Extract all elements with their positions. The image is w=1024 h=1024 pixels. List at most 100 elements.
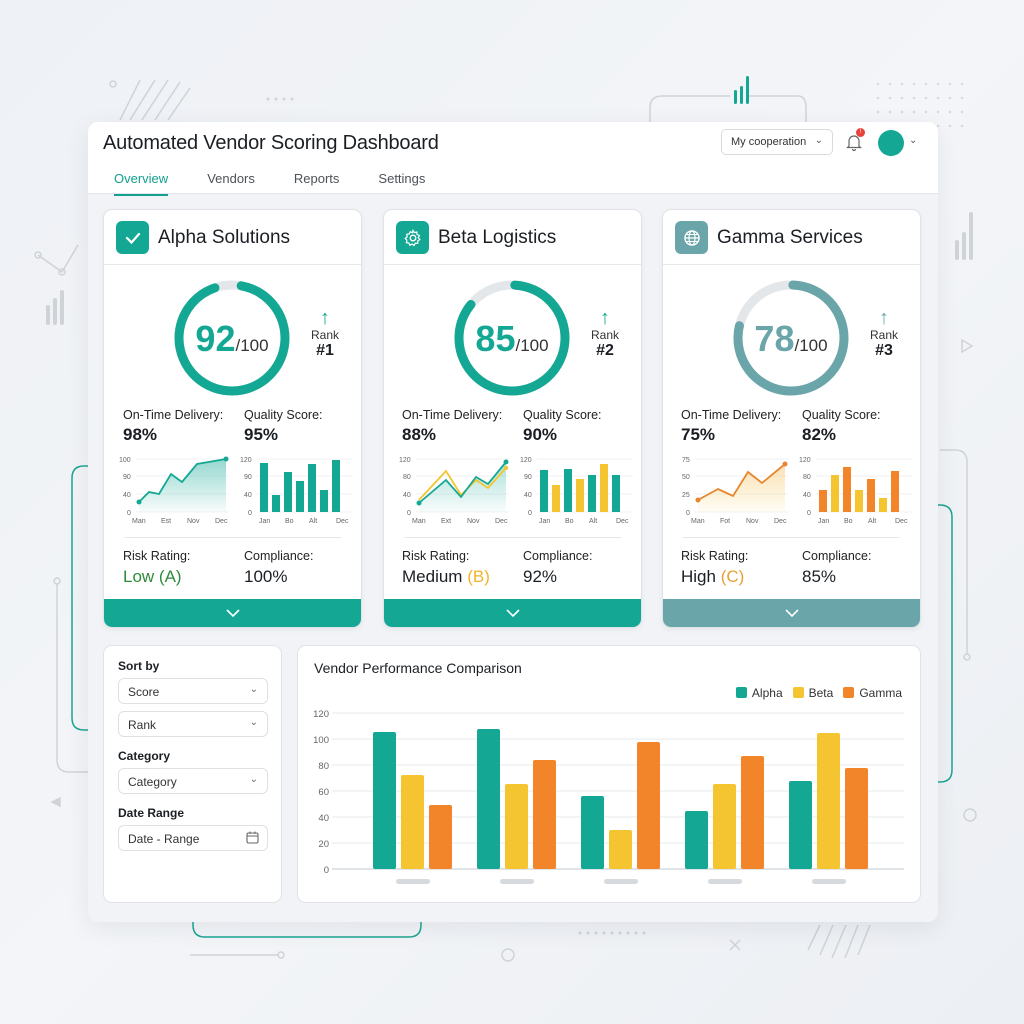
svg-text:Man: Man bbox=[132, 518, 146, 525]
rank-label: Rank bbox=[869, 328, 898, 342]
svg-text:Bo: Bo bbox=[565, 518, 574, 525]
expand-card-button[interactable] bbox=[384, 599, 641, 627]
quality-bar-chart: 120 90 40 0 Jan Bo Alt Dec bbox=[520, 457, 633, 525]
vendor-name: Alpha Solutions bbox=[158, 227, 291, 248]
user-avatar[interactable] bbox=[878, 130, 904, 156]
rank-indicator: ↑ Rank #3 bbox=[861, 308, 907, 360]
svg-text:Man: Man bbox=[412, 518, 426, 525]
divider bbox=[124, 537, 341, 538]
divider bbox=[404, 537, 621, 538]
sort-by-label: Sort by bbox=[118, 659, 160, 673]
on-time-value: 75% bbox=[681, 425, 716, 444]
category-value: Category bbox=[128, 775, 177, 789]
rank-label: Rank bbox=[310, 328, 339, 342]
date-range-value: Date - Range bbox=[128, 832, 200, 846]
avatar-chevron-down-icon[interactable]: ⌄ bbox=[909, 135, 918, 146]
risk-value: High (C) bbox=[681, 567, 744, 587]
legend-item-alpha: Alpha bbox=[735, 686, 783, 700]
svg-text:Alt: Alt bbox=[589, 518, 597, 525]
svg-text:120: 120 bbox=[240, 457, 252, 464]
svg-text:0: 0 bbox=[324, 865, 329, 876]
quality-value: 90% bbox=[523, 425, 558, 444]
bell-icon[interactable] bbox=[845, 132, 863, 152]
arrow-up-icon: ↑ bbox=[320, 307, 330, 329]
svg-text:40: 40 bbox=[803, 492, 811, 499]
date-range-input[interactable]: Date - Range bbox=[118, 825, 268, 851]
chevron-down-icon: ⌄ bbox=[249, 774, 258, 785]
vendor-card-beta: Beta Logistics 85/100 ↑ Rank #2 On-Time … bbox=[383, 209, 642, 628]
risk-value: Medium (B) bbox=[402, 567, 490, 587]
sort-secondary-select[interactable]: Rank ⌄ bbox=[118, 711, 268, 737]
svg-text:Est: Est bbox=[161, 518, 171, 525]
risk-grade: (A) bbox=[158, 567, 182, 586]
top-bar: Automated Vendor Scoring Dashboard My co… bbox=[88, 122, 938, 196]
svg-text:0: 0 bbox=[807, 510, 811, 517]
organization-selector[interactable]: My cooperation ⌄ bbox=[721, 129, 833, 155]
compliance-label: Compliance: bbox=[523, 549, 593, 563]
app-title: Automated Vendor Scoring Dashboard bbox=[103, 132, 439, 154]
tab-overview[interactable]: Overview bbox=[114, 164, 169, 196]
quality-bar-chart: 120 90 40 0 Jan Bo Alt Dec bbox=[240, 457, 353, 525]
svg-text:Dec: Dec bbox=[495, 518, 508, 525]
sort-primary-select[interactable]: Score ⌄ bbox=[118, 678, 268, 704]
svg-text:25: 25 bbox=[682, 492, 690, 499]
svg-text:Jan: Jan bbox=[539, 518, 550, 525]
expand-card-button[interactable] bbox=[104, 599, 361, 627]
risk-grade: (B) bbox=[467, 567, 490, 586]
on-time-label: On-Time Delivery: bbox=[681, 408, 782, 422]
svg-text:Dec: Dec bbox=[895, 518, 908, 525]
svg-text:Dec: Dec bbox=[774, 518, 787, 525]
quality-label: Quality Score: bbox=[802, 408, 881, 422]
rank-indicator: ↑ Rank #1 bbox=[302, 308, 348, 360]
on-time-value: 98% bbox=[123, 425, 158, 444]
vendor-card-gamma: Gamma Services 78/100 ↑ Rank #3 On-Time … bbox=[662, 209, 921, 628]
calendar-icon[interactable] bbox=[246, 831, 259, 844]
svg-text:Man: Man bbox=[691, 518, 705, 525]
rank-value: #1 bbox=[316, 342, 334, 359]
organization-selector-label: My cooperation bbox=[731, 136, 807, 148]
svg-text:80: 80 bbox=[403, 474, 411, 481]
risk-label: Risk Rating: bbox=[681, 549, 749, 563]
quality-label: Quality Score: bbox=[523, 408, 602, 422]
svg-text:120: 120 bbox=[520, 457, 532, 464]
vendor-card-header: Beta Logistics bbox=[384, 210, 641, 265]
svg-text:40: 40 bbox=[524, 492, 532, 499]
svg-text:40: 40 bbox=[123, 492, 131, 499]
tab-settings[interactable]: Settings bbox=[378, 171, 426, 186]
rank-indicator: ↑ Rank #2 bbox=[582, 308, 628, 360]
svg-text:90: 90 bbox=[524, 474, 532, 481]
svg-text:60: 60 bbox=[318, 787, 329, 798]
expand-card-button[interactable] bbox=[663, 599, 920, 627]
filter-panel: Sort by Score ⌄ Rank ⌄ Category Category ⌄ … bbox=[103, 645, 282, 903]
legend-label: Gamma bbox=[859, 686, 902, 700]
svg-text:50: 50 bbox=[682, 474, 690, 481]
svg-text:Bo: Bo bbox=[285, 518, 294, 525]
rank-value: #2 bbox=[596, 342, 614, 359]
vendor-score: 92/100 bbox=[172, 318, 292, 360]
tab-vendors[interactable]: Vendors bbox=[207, 171, 255, 186]
grouped-bar-chart: 120 100 80 60 40 20 0 bbox=[313, 709, 904, 884]
tab-reports[interactable]: Reports bbox=[293, 171, 340, 186]
risk-value: Low (A) bbox=[123, 567, 182, 587]
legend-label: Beta bbox=[808, 686, 834, 700]
chevron-down-icon: ⌄ bbox=[249, 684, 258, 695]
score-max: /100 bbox=[515, 336, 549, 355]
on-time-label: On-Time Delivery: bbox=[402, 408, 503, 422]
risk-grade: (C) bbox=[720, 567, 745, 586]
svg-text:80: 80 bbox=[318, 761, 329, 772]
quality-value: 82% bbox=[802, 425, 837, 444]
svg-text:Nov: Nov bbox=[187, 518, 200, 525]
score-max: /100 bbox=[235, 336, 269, 355]
chevron-down-icon bbox=[505, 609, 520, 617]
svg-text:0: 0 bbox=[528, 510, 532, 517]
compliance-value: 85% bbox=[802, 567, 837, 586]
category-select[interactable]: Category ⌄ bbox=[118, 768, 268, 794]
vendor-score: 78/100 bbox=[731, 318, 851, 360]
vendor-score: 85/100 bbox=[452, 318, 572, 360]
score-ring bbox=[454, 280, 570, 396]
nav-tabs: Overview Vendors Reports Settings bbox=[88, 164, 438, 196]
svg-text:40: 40 bbox=[403, 492, 411, 499]
rank-label: Rank bbox=[590, 328, 619, 342]
svg-text:Alt: Alt bbox=[309, 518, 317, 525]
